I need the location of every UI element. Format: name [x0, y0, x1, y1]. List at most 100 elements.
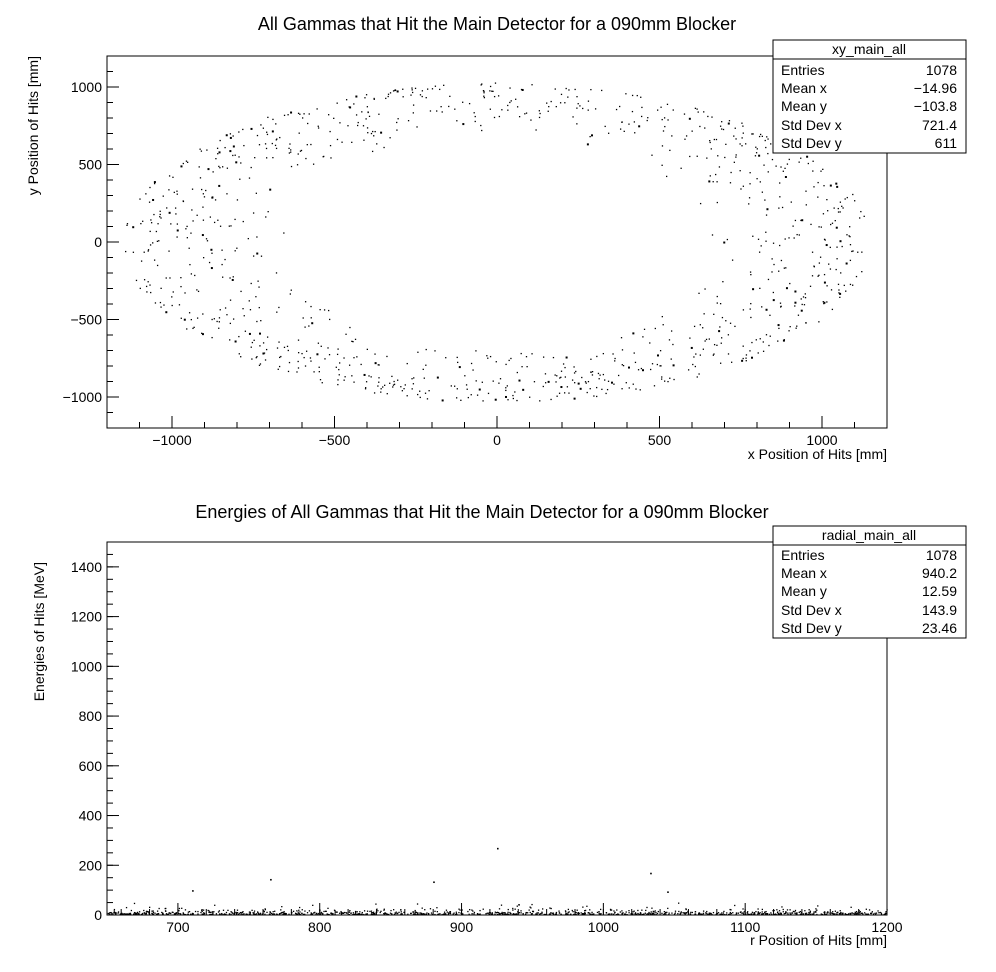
hit-point	[373, 97, 375, 100]
hit-point	[672, 364, 675, 367]
hit-point	[130, 913, 132, 916]
hit-point	[174, 913, 177, 916]
hit-point	[411, 388, 413, 390]
hit-point	[218, 913, 221, 915]
hit-point	[354, 338, 357, 341]
hit-point	[319, 909, 321, 911]
hit-point	[817, 181, 819, 184]
hit-point	[855, 913, 858, 916]
hit-point	[525, 911, 527, 914]
hit-point	[299, 113, 301, 115]
hit-point	[369, 910, 371, 913]
hit-point	[297, 153, 299, 155]
hit-point	[412, 383, 415, 385]
hit-point	[271, 913, 274, 915]
hit-point	[252, 212, 255, 214]
hit-point	[581, 913, 584, 915]
hit-point	[465, 384, 468, 386]
hit-point	[745, 360, 747, 362]
hit-point	[504, 913, 507, 915]
hit-point	[108, 913, 110, 915]
hit-point	[574, 88, 576, 91]
hit-point	[751, 133, 753, 135]
hit-point	[640, 96, 642, 98]
hit-point	[765, 240, 767, 242]
hit-point	[440, 106, 442, 108]
stats-label: Mean y	[781, 583, 827, 599]
hit-point	[621, 910, 623, 912]
hit-point	[483, 90, 485, 93]
hit-point	[175, 912, 178, 914]
stats-label: Entries	[781, 62, 825, 78]
hit-point	[545, 913, 547, 916]
hit-point	[821, 913, 824, 916]
hit-point	[383, 146, 385, 149]
hit-point	[599, 913, 601, 915]
hit-point	[830, 912, 833, 914]
hit-point	[228, 225, 230, 227]
hit-point	[371, 150, 374, 153]
hit-point	[525, 112, 528, 114]
hit-point	[586, 143, 589, 146]
hit-point	[352, 341, 354, 343]
hit-point	[349, 326, 351, 329]
hit-point	[759, 287, 761, 290]
hit-point	[787, 913, 789, 916]
hit-point	[818, 321, 820, 323]
hit-point	[250, 127, 253, 130]
hit-point	[491, 912, 493, 914]
hit-point	[567, 911, 569, 914]
hit-point	[559, 102, 562, 104]
hit-point	[357, 913, 359, 915]
hit-point	[649, 342, 651, 344]
hit-point	[247, 237, 249, 240]
hit-point	[709, 140, 711, 142]
hit-point	[750, 316, 752, 319]
hit-point	[585, 382, 587, 384]
hit-point	[135, 913, 137, 916]
hit-point	[702, 910, 705, 912]
hit-point	[540, 912, 542, 915]
hit-point	[372, 911, 375, 913]
hit-point	[771, 913, 773, 915]
hit-point	[455, 912, 458, 915]
hit-point	[283, 232, 285, 234]
hit-point	[831, 222, 834, 224]
hit-point	[317, 913, 319, 916]
hit-point	[510, 912, 512, 915]
hit-point	[759, 912, 761, 914]
hit-point	[153, 181, 156, 184]
hit-point	[635, 388, 637, 390]
hit-point	[875, 912, 878, 914]
hit-point	[413, 377, 415, 379]
hit-point	[491, 913, 494, 915]
hit-point	[759, 133, 762, 136]
hit-point	[836, 246, 838, 248]
hit-point	[584, 913, 586, 915]
hit-point	[747, 913, 749, 915]
hit-point	[520, 352, 522, 355]
hit-point	[422, 368, 424, 371]
hit-point	[879, 911, 881, 914]
hit-point	[143, 909, 145, 912]
hit-point	[612, 913, 615, 915]
hit-point	[673, 378, 675, 381]
hit-point	[615, 108, 618, 111]
hit-point	[139, 198, 141, 200]
hit-point	[781, 906, 783, 908]
hit-point	[684, 138, 686, 140]
hit-point	[884, 913, 886, 915]
hit-point	[151, 913, 154, 916]
hit-point	[264, 908, 266, 910]
hit-point	[203, 912, 205, 914]
hit-point	[481, 83, 483, 85]
hit-point	[129, 912, 132, 915]
hit-point	[374, 913, 376, 916]
hit-point	[767, 152, 769, 155]
hit-point	[249, 911, 252, 913]
hit-point	[209, 913, 211, 916]
hit-point	[646, 913, 648, 915]
hit-point	[310, 360, 312, 362]
hit-point	[596, 911, 599, 914]
